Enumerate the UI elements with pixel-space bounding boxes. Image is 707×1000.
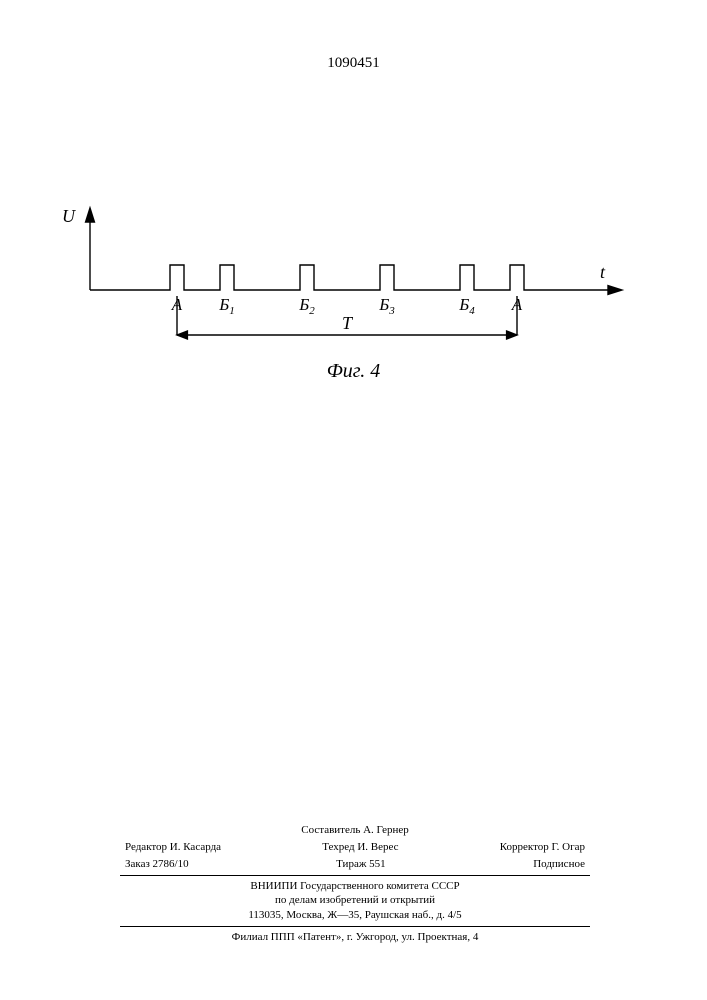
svg-text:t: t: [600, 262, 606, 282]
footer-corrector: Корректор Г. Огар: [500, 840, 585, 855]
svg-text:Б3: Б3: [378, 295, 395, 317]
footer-block: Составитель А. Гернер Редактор И. Касард…: [120, 823, 590, 945]
footer-org1: ВНИИПИ Государственного комитета СССР: [120, 879, 590, 894]
footer-branch: Филиал ППП «Патент», г. Ужгород, ул. Про…: [120, 930, 590, 945]
footer-addr1: 113035, Москва, Ж—35, Раушская наб., д. …: [120, 908, 590, 923]
footer-separator: [120, 875, 590, 876]
svg-text:Б1: Б1: [218, 295, 235, 317]
footer-techred: Техред И. Верес: [322, 840, 398, 855]
figure-caption: Фиг. 4: [0, 360, 707, 383]
svg-text:U: U: [62, 206, 76, 226]
footer-separator: [120, 926, 590, 927]
page-number: 1090451: [0, 55, 707, 72]
footer-compiler: Составитель А. Гернер: [301, 823, 408, 838]
footer-org2: по делам изобретений и открытий: [120, 893, 590, 908]
footer-sub: Подписное: [533, 857, 585, 872]
footer-tirage: Тираж 551: [336, 857, 386, 872]
timing-diagram: UtAБ1Б2Б3Б4AT: [60, 200, 640, 380]
svg-text:Б2: Б2: [298, 295, 315, 317]
footer-order: Заказ 2786/10: [125, 857, 189, 872]
footer-editor: Редактор И. Касарда: [125, 840, 221, 855]
svg-text:Б4: Б4: [458, 295, 475, 317]
svg-text:T: T: [342, 313, 354, 333]
